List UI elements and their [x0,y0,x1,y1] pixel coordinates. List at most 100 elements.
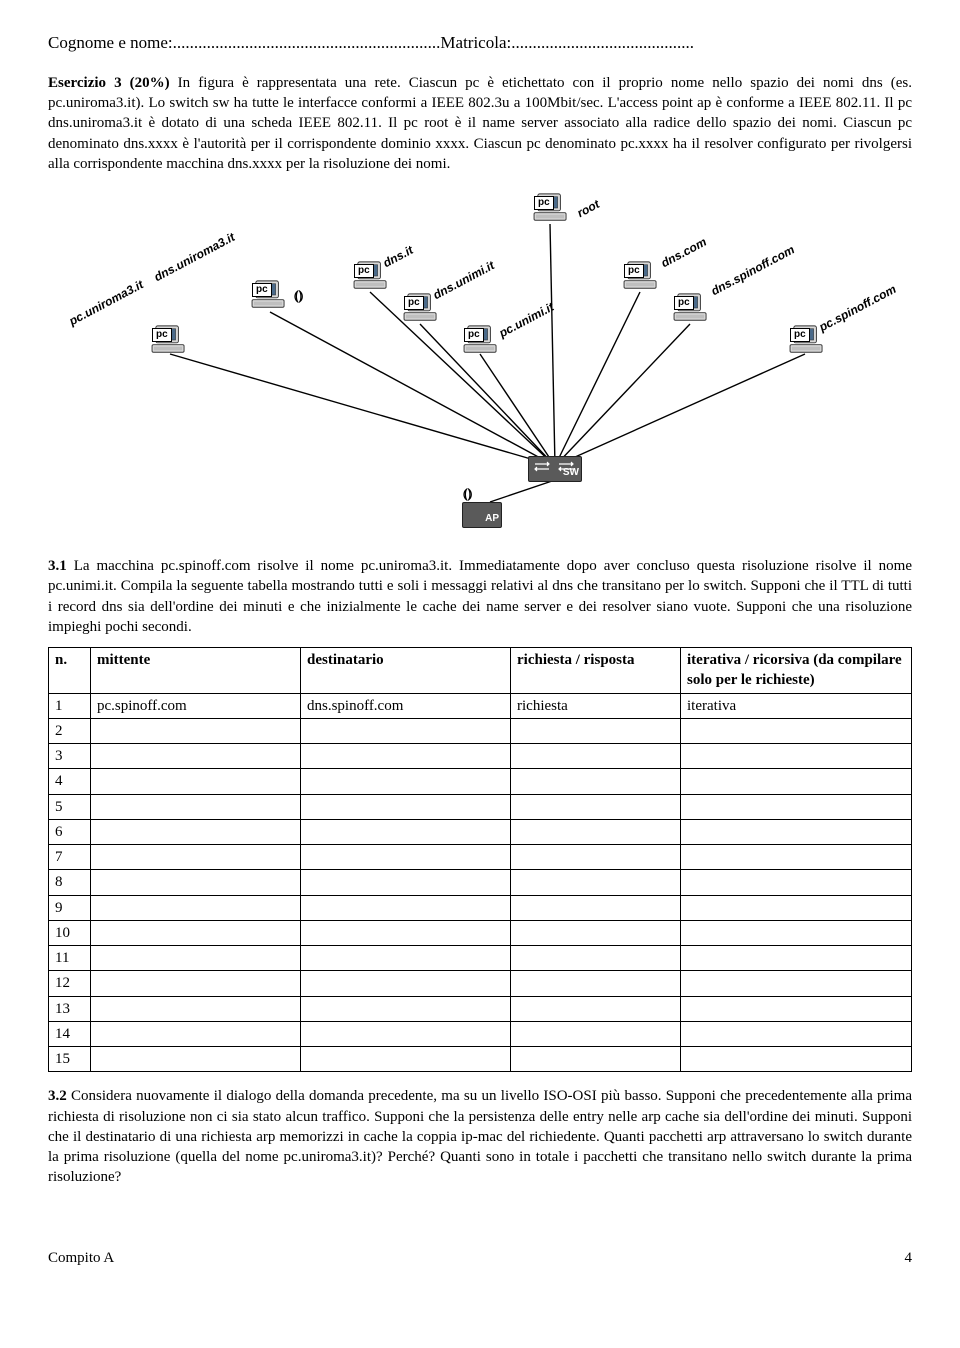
table-header-row: n. mittente destinatario richiesta / ris… [49,648,912,694]
pc-label: pc [624,264,644,278]
table-row: 15 [49,1047,912,1072]
switch-label: SW [563,466,579,480]
table-cell [301,769,511,794]
switch-box: SW [528,456,582,482]
table-row: 9 [49,895,912,920]
table-row: 10 [49,920,912,945]
dots1: ........................................… [173,33,441,52]
exercise3-text: In figura è rappresentata una rete. Cias… [48,75,912,172]
table-cell: 6 [49,819,91,844]
table-row: 5 [49,794,912,819]
th-destinatario: destinatario [301,648,511,694]
table-cell [681,744,912,769]
th-mode: iterativa / ricorsiva (da compilare solo… [681,648,912,694]
table-cell [511,920,681,945]
table-cell [301,744,511,769]
table-cell: 10 [49,920,91,945]
table-row: 3 [49,744,912,769]
table-cell [301,1047,511,1072]
table-cell: 3 [49,744,91,769]
question-3-1: 3.1 La macchina pc.spinoff.com risolve i… [48,556,912,637]
table-cell [91,794,301,819]
table-cell [681,920,912,945]
network-diagram: pc root pc dns.uniroma3.it ⦅⦆ pc pc.unir… [50,184,910,544]
table-cell [511,1021,681,1046]
header-line: Cognome e nome:.........................… [48,32,912,55]
table-row: 12 [49,971,912,996]
table-cell [681,1047,912,1072]
table-cell: 4 [49,769,91,794]
table-cell: 15 [49,1047,91,1072]
table-cell [681,794,912,819]
exercise3-intro: Esercizio 3 (20%) In figura è rappresent… [48,73,912,174]
table-row: 11 [49,946,912,971]
pc-label-root: pc [534,196,554,210]
th-n: n. [49,648,91,694]
table-cell [511,971,681,996]
table-row: 2 [49,718,912,743]
table-cell [301,971,511,996]
table-cell: 13 [49,996,91,1021]
table-cell [91,895,301,920]
pc-label: pc [152,328,172,342]
table-cell [301,794,511,819]
table-cell [301,819,511,844]
table-cell [91,920,301,945]
table-cell [301,920,511,945]
table-cell: richiesta [511,693,681,718]
table-row: 8 [49,870,912,895]
q32-text: Considera nuovamente il dialogo della do… [48,1088,912,1185]
footer: Compito A 4 [48,1248,912,1268]
table-row: 13 [49,996,912,1021]
table-row: 14 [49,1021,912,1046]
network-lines [50,184,910,544]
table-cell [91,769,301,794]
table-cell [91,870,301,895]
table-cell [681,996,912,1021]
table-cell [511,1047,681,1072]
table-cell [511,744,681,769]
table-cell [91,819,301,844]
table-cell [511,996,681,1021]
table-cell [681,1021,912,1046]
pc-label: pc [404,296,424,310]
table-cell: dns.spinoff.com [301,693,511,718]
table-cell [301,845,511,870]
table-cell: 5 [49,794,91,819]
table-cell [91,946,301,971]
q31-title: 3.1 [48,558,67,574]
q32-title: 3.2 [48,1088,67,1104]
table-cell [681,769,912,794]
footer-page: 4 [905,1248,913,1268]
table-cell: pc.spinoff.com [91,693,301,718]
table-cell [511,895,681,920]
q31-text: La macchina pc.spinoff.com risolve il no… [48,558,912,635]
table-cell: 11 [49,946,91,971]
table-cell: 9 [49,895,91,920]
table-cell [301,946,511,971]
table-row: 6 [49,819,912,844]
table-cell [511,794,681,819]
table-cell [681,845,912,870]
table-cell [681,870,912,895]
table-cell: 7 [49,845,91,870]
pc-label: pc [252,283,272,297]
table-cell [301,718,511,743]
pc-label: pc [790,328,810,342]
table-cell [301,1021,511,1046]
pc-label: pc [674,296,694,310]
pc-label: pc [464,328,484,342]
dots2: ........................................… [511,33,694,52]
table-row: 4 [49,769,912,794]
exercise3-title: Esercizio 3 (20%) [48,75,170,91]
table-cell [681,895,912,920]
table-cell [681,819,912,844]
table-cell [91,845,301,870]
table-cell [681,971,912,996]
label-cognome: Cognome e nome: [48,33,173,52]
table-cell [511,769,681,794]
table-cell: iterativa [681,693,912,718]
table-cell [301,870,511,895]
table-row: 1pc.spinoff.comdns.spinoff.comrichiestai… [49,693,912,718]
table-cell: 8 [49,870,91,895]
